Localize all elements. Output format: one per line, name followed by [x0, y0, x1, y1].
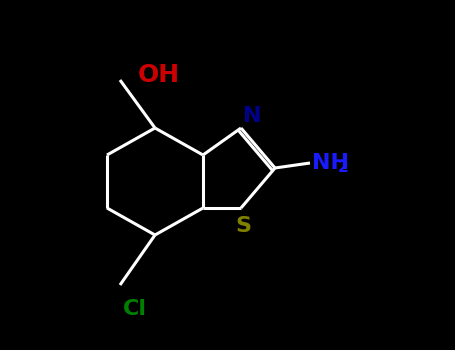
Text: 2: 2 — [338, 161, 349, 175]
Text: Cl: Cl — [123, 299, 147, 319]
Text: OH: OH — [138, 63, 180, 87]
Text: NH: NH — [312, 153, 349, 173]
Text: S: S — [235, 216, 251, 236]
Text: N: N — [243, 106, 262, 126]
